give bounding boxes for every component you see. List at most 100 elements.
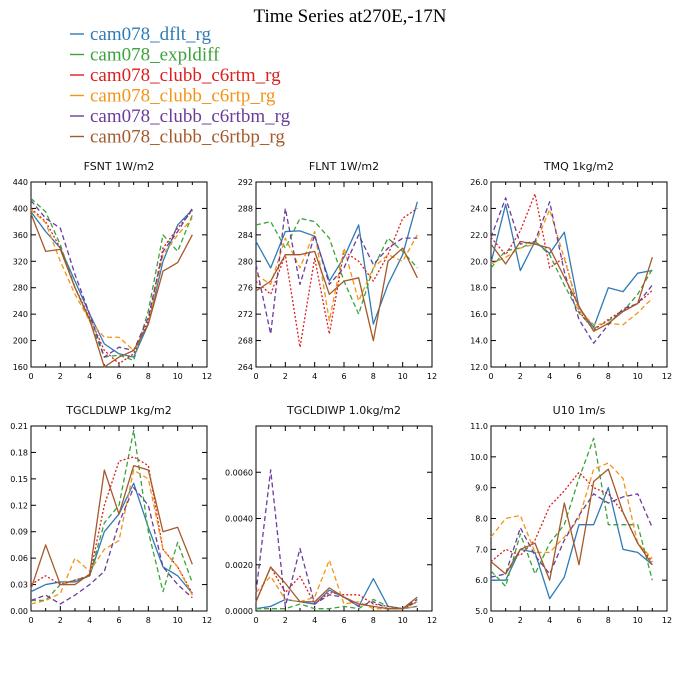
- x-tick-label: 6: [576, 372, 581, 381]
- y-tick-label: 0.15: [10, 475, 28, 484]
- panel-title: FSNT 1W/m2: [84, 160, 155, 173]
- y-tick-label: 288: [238, 204, 253, 213]
- x-tick-label: 12: [202, 372, 212, 381]
- series-line: [255, 247, 418, 342]
- legend-label: cam078_expldiff: [90, 45, 220, 66]
- series-line: [255, 217, 418, 315]
- x-tick-label: 2: [518, 372, 523, 381]
- series-line: [490, 197, 653, 344]
- y-tick-label: 24.0: [470, 204, 488, 213]
- y-tick-label: 272: [238, 310, 253, 319]
- y-tick-label: 0.0040: [225, 515, 253, 524]
- y-tick-label: 0.18: [10, 448, 28, 457]
- y-tick-label: 0.12: [10, 501, 28, 510]
- x-tick-label: 10: [633, 372, 643, 381]
- y-tick-label: 0.06: [10, 554, 28, 563]
- x-tick-label: 12: [662, 616, 672, 625]
- legend-entry: cam078_dflt_rg: [70, 24, 212, 45]
- series-line: [490, 203, 653, 329]
- y-tick-label: 0.03: [10, 581, 28, 590]
- legend-label: cam078_clubb_c6rtbm_rg: [90, 106, 291, 127]
- series-line: [490, 209, 653, 326]
- y-tick-label: 6.0: [475, 576, 488, 585]
- chart-panel: FSNT 1W/m2 160 200 240 280 320 360 400 440 0 2 4 6 8 1…: [13, 160, 212, 381]
- x-tick-label: 8: [371, 372, 376, 381]
- y-tick-label: 276: [238, 284, 253, 293]
- x-tick-label: 0: [253, 372, 258, 381]
- x-tick-label: 2: [58, 372, 63, 381]
- series-line: [30, 198, 193, 362]
- series-line: [255, 207, 418, 335]
- legend-entry: cam078_clubb_c6rtbp_rg: [70, 127, 285, 148]
- series-line: [490, 193, 653, 331]
- plot-frame: [490, 181, 668, 368]
- x-tick-label: 0: [488, 372, 493, 381]
- panel-title: TGCLDIWP 1.0kg/m2: [286, 404, 401, 417]
- x-tick-label: 6: [116, 372, 121, 381]
- y-tick-label: 14.0: [470, 337, 488, 346]
- plot-frame: [255, 425, 433, 612]
- series-line: [30, 487, 193, 605]
- plot-frame: [30, 425, 208, 612]
- series-line: [30, 213, 193, 368]
- x-tick-label: 0: [253, 616, 258, 625]
- x-tick-label: 12: [427, 616, 437, 625]
- x-tick-label: 4: [547, 616, 552, 625]
- x-tick-label: 0: [28, 372, 33, 381]
- x-tick-label: 4: [87, 372, 92, 381]
- legend-label: cam078_clubb_c6rtp_rg: [90, 86, 276, 107]
- y-tick-label: 160: [13, 363, 28, 372]
- y-tick-label: 12.0: [470, 363, 488, 372]
- legend: cam078_dflt_rgcam078_expldiffcam078_club…: [70, 24, 291, 148]
- series-line: [255, 230, 418, 322]
- x-tick-label: 10: [633, 616, 643, 625]
- x-tick-label: 6: [116, 616, 121, 625]
- x-tick-label: 10: [398, 372, 408, 381]
- series-line: [256, 598, 418, 610]
- x-tick-label: 10: [398, 616, 408, 625]
- y-tick-label: 0.0000: [225, 607, 253, 616]
- chart-panel: TGCLDIWP 1.0kg/m2 0.0000 0.0020 0.0040 0.006…: [225, 404, 437, 625]
- x-tick-label: 2: [283, 372, 288, 381]
- series-line: [490, 437, 653, 587]
- x-tick-label: 8: [606, 372, 611, 381]
- x-tick-label: 6: [341, 372, 346, 381]
- y-tick-label: 200: [13, 337, 28, 346]
- y-tick-label: 0.21: [10, 422, 28, 431]
- x-tick-label: 12: [427, 372, 437, 381]
- panel-title: TGCLDLWP 1kg/m2: [65, 404, 171, 417]
- x-tick-label: 4: [312, 372, 317, 381]
- y-tick-label: 280: [13, 284, 28, 293]
- series-line: [30, 209, 193, 358]
- x-tick-label: 4: [87, 616, 92, 625]
- x-tick-label: 12: [202, 616, 212, 625]
- plot-frame: [30, 181, 208, 368]
- x-tick-label: 4: [312, 616, 317, 625]
- chart-panel: TGCLDLWP 1kg/m2 0.00 0.03 0.06 0.09 0.12 0.15 0…: [10, 404, 212, 625]
- y-tick-label: 264: [238, 363, 253, 372]
- y-tick-label: 8.0: [475, 515, 488, 524]
- series-line: [255, 559, 418, 610]
- x-tick-label: 12: [662, 372, 672, 381]
- plot-frame: [255, 181, 433, 368]
- y-tick-label: 16.0: [470, 310, 488, 319]
- series-line: [490, 240, 653, 332]
- series-line: [490, 462, 653, 560]
- x-tick-label: 4: [547, 372, 552, 381]
- series-line: [255, 201, 418, 325]
- y-tick-label: 0.0020: [225, 561, 253, 570]
- series-line: [30, 482, 193, 594]
- y-tick-label: 0.00: [10, 607, 28, 616]
- series-line: [255, 469, 418, 610]
- y-tick-label: 11.0: [470, 422, 488, 431]
- y-tick-label: 440: [13, 178, 28, 187]
- x-tick-label: 10: [173, 372, 183, 381]
- x-tick-label: 6: [341, 616, 346, 625]
- series-line: [30, 209, 193, 352]
- chart-panel: TMQ 1kg/m212.014.016.018.020.022.024.026…: [470, 160, 672, 381]
- legend-label: cam078_clubb_c6rtm_rg: [90, 65, 281, 86]
- y-tick-label: 0.0060: [225, 468, 253, 477]
- legend-entry: cam078_clubb_c6rtbm_rg: [70, 106, 291, 127]
- y-tick-label: 18.0: [470, 284, 488, 293]
